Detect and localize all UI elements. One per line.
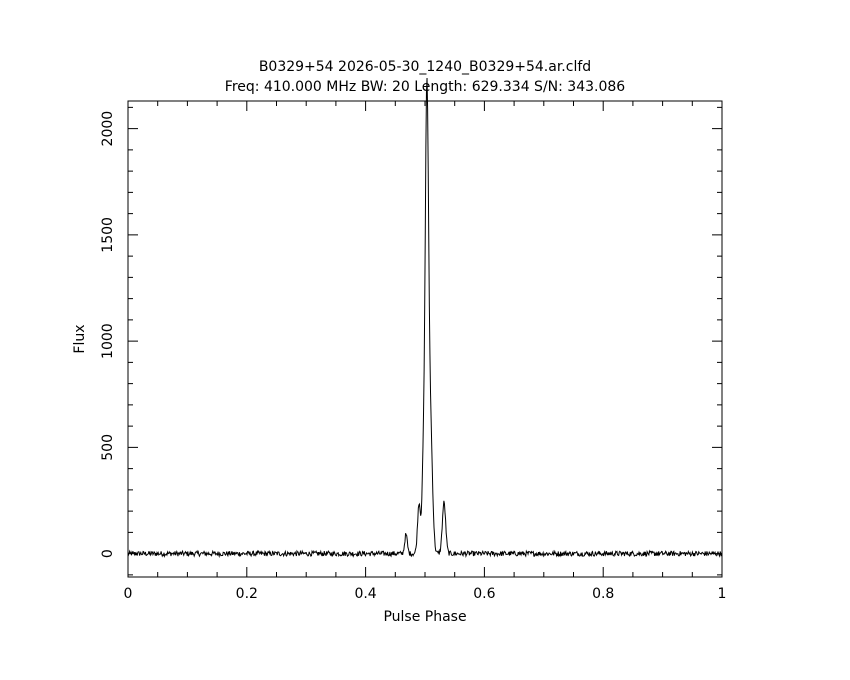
x-tick-label: 0.8 xyxy=(592,586,614,602)
x-tick-label: 1 xyxy=(718,586,727,602)
x-tick-label: 0.4 xyxy=(354,586,376,602)
y-ticks: 0 500 1000 1500 2000 xyxy=(100,106,722,576)
x-axis-label: Pulse Phase xyxy=(383,609,466,625)
x-tick-label: 0 xyxy=(124,586,133,602)
y-tick-label: 1000 xyxy=(100,323,116,359)
y-axis-label: Flux xyxy=(72,324,88,353)
y-tick-label: 2000 xyxy=(100,111,116,147)
chart-subtitle: Freq: 410.000 MHz BW: 20 Length: 629.334… xyxy=(224,79,626,95)
y-tick-label: 1500 xyxy=(100,217,116,253)
plot-frame xyxy=(127,100,723,578)
x-tick-label: 0.2 xyxy=(236,586,258,602)
pulse-profile-line xyxy=(127,77,723,559)
y-tick-label: 500 xyxy=(100,434,116,461)
chart-title: B0329+54 2026-05-30_1240_B0329+54.ar.clf… xyxy=(258,59,592,75)
x-tick-label: 0.6 xyxy=(473,586,495,602)
y-tick-label: 0 xyxy=(100,549,116,558)
x-ticks: 0 0.2 0.4 0.6 0.8 1 xyxy=(124,101,727,602)
